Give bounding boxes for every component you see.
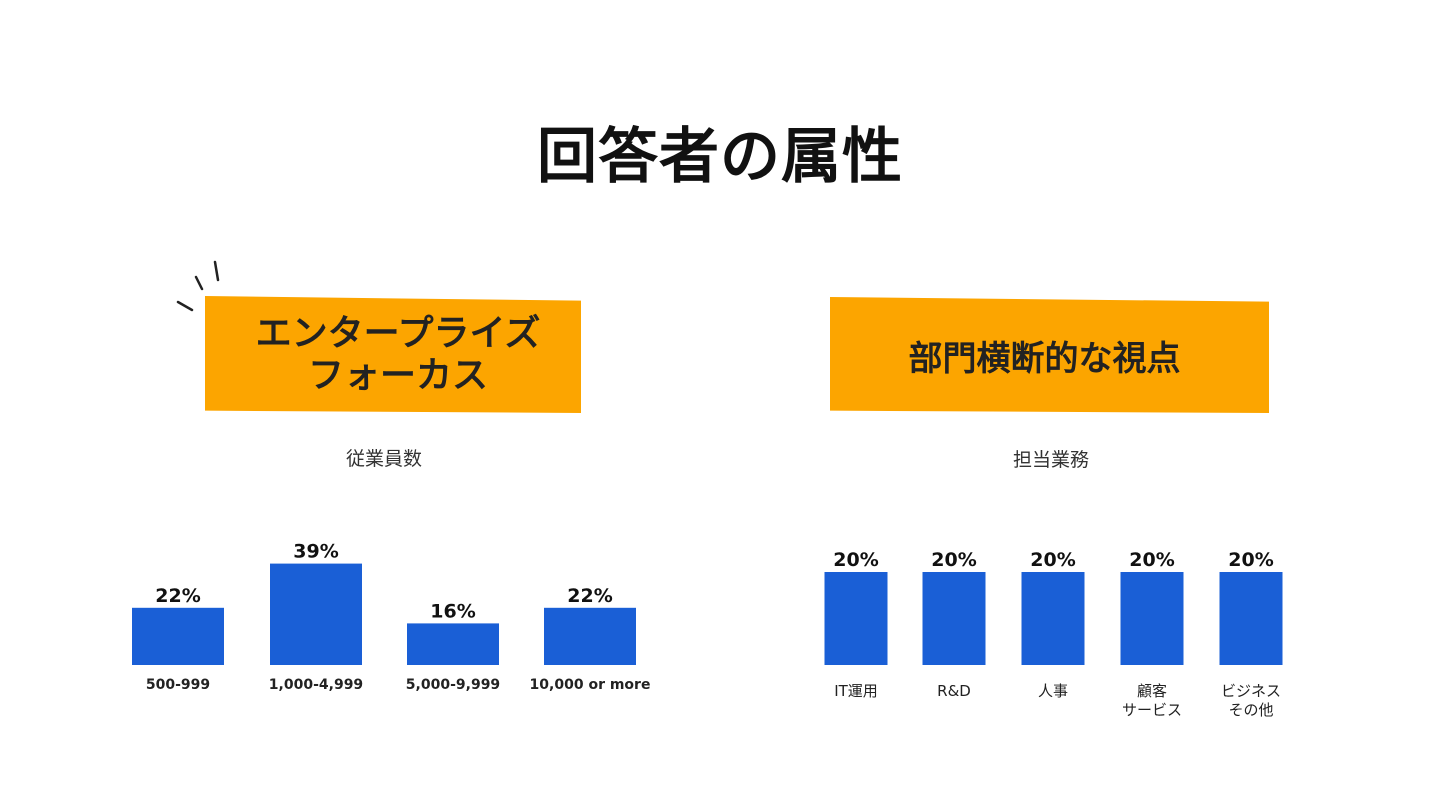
bar-value-label: 22% [567, 585, 612, 607]
bar-value-label: 20% [1129, 549, 1174, 571]
x-tick-label: 人事 [1037, 682, 1068, 700]
bar [922, 572, 986, 665]
banner-text: 部門横断的な視点 [908, 338, 1181, 379]
x-tick-label: R&D [937, 682, 971, 700]
bar [270, 563, 362, 665]
burst-lines-icon [176, 260, 220, 312]
banner-text: エンタープライズ フォーカス [255, 312, 541, 396]
x-tick-label: ビジネス その他 [1220, 682, 1281, 719]
bar [407, 623, 499, 665]
bar [824, 572, 888, 665]
x-tick-label: 5,000-9,999 [405, 677, 501, 693]
x-tick-label: IT運用 [834, 682, 878, 700]
bar-value-label: 20% [1228, 549, 1273, 571]
bar [1120, 572, 1184, 665]
bar [544, 607, 636, 665]
bar-value-label: 20% [1030, 549, 1075, 571]
bar [1219, 572, 1283, 665]
x-tick-label: 顧客 サービス [1121, 682, 1182, 719]
x-tick-label: 10,000 or more [529, 677, 651, 693]
enterprise-focus-banner: エンタープライズ フォーカス [205, 296, 581, 413]
employee-count-subtitle: 従業員数 [345, 448, 422, 470]
bar-value-label: 16% [430, 600, 475, 622]
x-tick-label: 500-999 [145, 677, 211, 693]
bar-value-label: 20% [833, 549, 878, 571]
bar-value-label: 20% [931, 549, 976, 571]
x-tick-label: 1,000-4,999 [268, 677, 364, 693]
page-title: 回答者の属性 [537, 122, 903, 192]
job-role-subtitle: 担当業務 [1012, 449, 1089, 471]
cross-department-banner: 部門横断的な視点 [830, 297, 1269, 413]
bar [1021, 572, 1085, 665]
bar-value-label: 22% [155, 585, 200, 607]
bar-value-label: 39% [293, 541, 338, 563]
bar [132, 607, 224, 665]
